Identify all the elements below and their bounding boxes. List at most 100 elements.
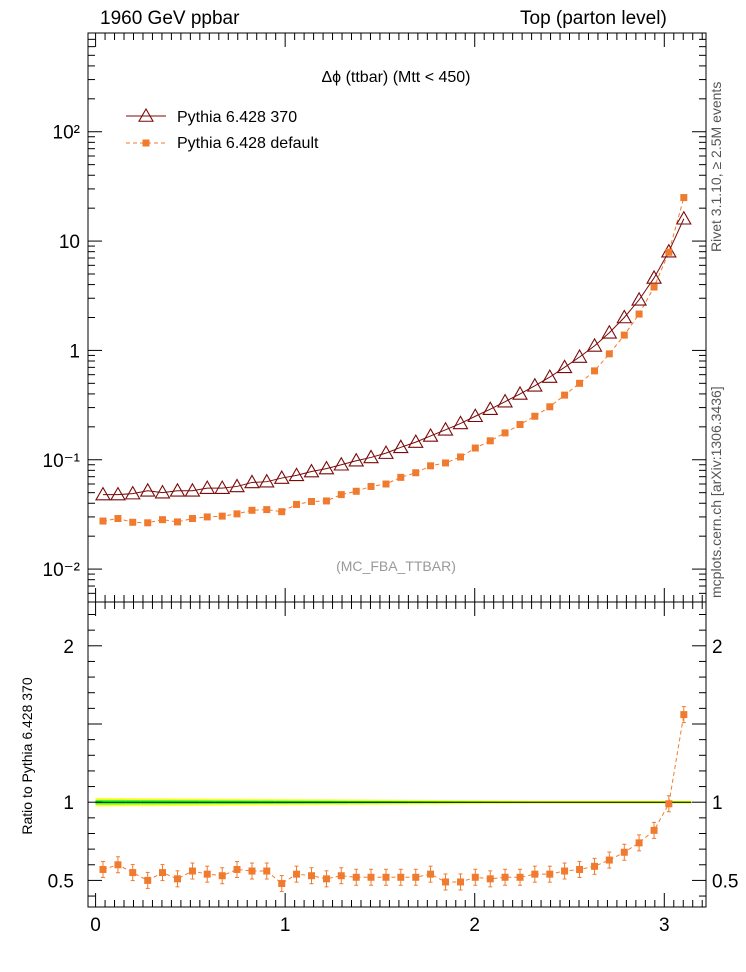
data-point [214,480,231,494]
data-point [531,412,539,420]
data-point [561,867,569,875]
data-point [422,427,439,442]
data-point [348,452,365,467]
data-point [407,433,424,448]
data-point [114,515,122,523]
data-point [124,485,141,500]
y-tick-label: 2 [63,637,74,658]
data-point [646,269,663,284]
data-point [620,848,628,856]
legend-marker-370 [138,107,154,122]
data-point [184,482,201,497]
data-point [605,350,613,358]
data-point [293,870,301,878]
data-point [318,460,335,475]
data-point [378,445,394,459]
data-point [442,878,450,886]
data-point [129,869,137,877]
data-point [427,462,435,470]
data-point [526,377,543,392]
y-tick-label: 0.5 [48,871,74,892]
y-tick-label: 1 [63,793,74,814]
data-point [680,194,688,202]
data-point [173,875,181,883]
data-point [203,513,211,521]
data-point [263,506,271,514]
data-point [144,876,152,884]
data-point [114,861,122,869]
data-point [278,508,286,516]
data-point [497,393,514,408]
data-point [218,512,226,520]
x-tick-label: 1 [280,915,291,936]
series-points-pythia-default [99,194,688,527]
data-point [457,453,465,461]
data-point [620,331,628,339]
series-points-pythia-370 [95,210,692,501]
data-point [258,473,275,488]
data-point [322,497,330,505]
data-point [591,862,599,870]
data-point [367,873,375,881]
legend-label-default: Pythia 6.428 default [177,135,319,152]
data-point [591,367,599,375]
data-point [442,459,450,467]
y-tick-label-right: 0.5 [712,871,738,892]
x-tick-label: 0 [90,915,101,936]
data-point [144,519,152,527]
ratio-points-pythia-default [99,706,688,893]
data-point [337,872,345,880]
data-point [233,865,241,873]
data-point [427,870,435,878]
series-line-pythia-default [102,197,685,524]
data-point [129,518,137,526]
plot-title: Δϕ (ttbar) (Mtt < 450) [321,69,470,86]
data-point [556,359,573,374]
data-point [154,484,171,499]
data-point [218,872,226,880]
data-point [675,210,692,225]
data-point [99,517,107,525]
data-point [486,875,494,883]
data-point [159,516,167,524]
data-point [308,498,316,506]
data-point [665,800,673,808]
legend-label-370: Pythia 6.428 370 [177,109,297,126]
data-point [650,826,658,834]
ratio-plot-frame [87,601,707,908]
data-point [95,486,111,501]
data-point [531,870,539,878]
header-right: Top (parton level) [520,8,667,29]
data-point [546,403,554,411]
data-point [501,429,509,437]
data-point [203,870,211,878]
data-point [382,480,390,488]
ratio-y-label: Ratio to Pythia 6.428 370 [19,677,35,834]
data-point [173,518,181,526]
data-point [352,487,360,495]
header-left: 1960 GeV ppbar [100,8,240,29]
data-point [576,865,584,873]
series-line-pythia-370 [102,218,685,496]
legend-marker-default [142,139,150,147]
data-point [586,337,603,352]
analysis-watermark: (MC_FBA_TTBAR) [336,558,456,574]
data-point [293,500,301,508]
data-point [303,463,320,478]
data-point [482,401,499,415]
data-point [248,506,256,514]
data-point [650,283,658,291]
data-point [546,870,554,878]
data-point [397,473,405,481]
data-point [188,515,196,523]
data-point [248,867,256,875]
data-point [561,391,569,399]
data-point [631,291,648,306]
y-tick-label-right: 1 [712,793,723,814]
y-tick-label: 1 [69,341,80,362]
data-point [278,880,286,888]
data-point [188,867,196,875]
data-point [199,480,216,494]
data-point [512,385,528,400]
